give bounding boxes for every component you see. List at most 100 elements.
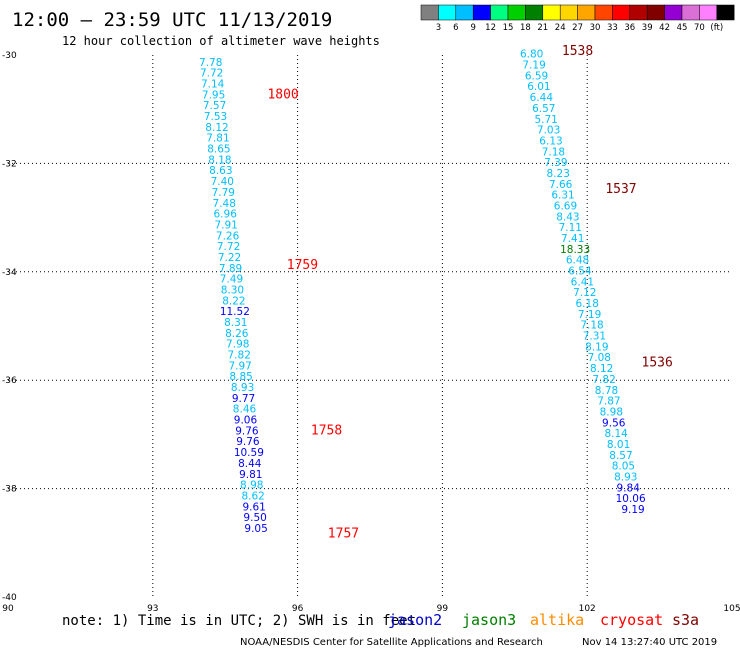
color-scale-label: 6 [453,23,458,33]
x-tick-label: 99 [437,604,449,614]
color-scale-label: 30 [590,23,601,33]
wave-height-value: 10.59 [234,447,264,459]
wave-height-value: 8.23 [547,168,570,180]
wave-height-value: 8.26 [225,328,249,340]
color-scale-label: 39 [642,23,653,33]
wave-height-value: 8.12 [590,363,613,375]
color-scale-label: 33 [607,23,618,33]
color-swatch [472,4,491,21]
wave-height-value: 9.81 [239,469,262,481]
color-scale-label: 3 [436,23,441,33]
x-tick-label: 93 [147,604,158,614]
wave-height-value: 9.56 [602,417,626,429]
wave-height-value: 9.76 [236,436,260,448]
satellite-legend-jason2: jason2 [388,611,442,629]
wave-height-value: 7.41 [561,233,584,245]
wave-height-value: 6.01 [527,81,550,93]
chart-marks: 7.787.727.147.957.577.538.127.818.658.18… [199,44,673,541]
wave-height-value: 6.80 [520,49,543,61]
wave-height-value: 6.13 [539,135,562,147]
satellite-legend-s3a: s3a [672,611,699,629]
wave-height-value: 8.57 [609,450,632,462]
wave-height-value: 7.19 [578,309,601,321]
wave-height-value: 7.18 [542,146,565,158]
wave-height-value: 10.06 [616,493,646,505]
color-swatch [420,4,439,21]
footer-note: note: 1) Time is in UTC; 2) SWH is in fe… [62,613,416,629]
time-label: 1757 [328,526,359,541]
wave-height-value: 8.14 [604,428,628,440]
footer-credit: NOAA/NESDIS Center for Satellite Applica… [240,637,543,648]
color-swatch [646,4,665,21]
y-tick-label: -34 [2,268,17,278]
wave-height-value: 5.71 [534,114,557,126]
wave-height-value: 9.50 [243,512,266,524]
satellite-legend-jason3: jason3 [462,611,516,629]
wave-height-value: 8.93 [614,471,637,483]
time-label: 1538 [562,44,593,59]
color-scale-label: 15 [503,23,514,33]
wave-height-value: 9.76 [235,425,259,437]
wave-height-value: 7.18 [580,320,603,332]
series-s3a: 6.807.196.596.016.446.575.717.036.137.18… [520,44,673,516]
color-swatch [699,4,718,21]
wave-height-value: 6.57 [532,103,555,115]
y-tick-label: -38 [2,485,17,495]
satellite-legend-cryosat: cryosat [600,611,663,629]
color-scale-label: 12 [485,23,496,33]
x-tick-label: 90 [2,604,14,614]
wave-height-value: 9.84 [617,482,641,494]
satellite-legend-altika: altika [530,611,584,629]
wave-height-value: 8.65 [207,144,230,156]
wave-height-value: 6.59 [525,70,548,82]
wave-height-value: 7.11 [559,222,582,234]
wave-height-value: 7.08 [588,352,611,364]
wave-height-value: 7.40 [211,176,234,188]
wave-height-value: 6.31 [551,190,574,202]
wave-height-value: 7.98 [226,339,249,351]
wave-height-value: 7.72 [200,68,223,80]
color-swatch [629,4,648,21]
wave-height-value: 8.98 [240,480,263,492]
color-swatch [455,4,474,21]
time-label: 1800 [267,87,298,102]
color-swatch [716,4,735,21]
color-swatch [438,4,457,21]
color-scale-label: 70 [694,23,705,33]
wave-height-value: 8.19 [585,341,608,353]
wave-height-value: 9.77 [232,393,255,405]
y-tick-label: -32 [2,159,17,169]
wave-height-value: 7.22 [218,252,241,264]
chart-subtitle: 12 hour collection of altimeter wave hei… [62,34,380,48]
wave-height-value: 8.85 [229,371,252,383]
color-scale-label: 27 [572,23,583,33]
wave-height-value: 8.12 [205,122,228,134]
wave-height-value: 6.44 [530,92,554,104]
wave-height-value: 18.33 [560,244,590,256]
wave-height-value: 6.96 [214,209,238,221]
color-swatch [490,4,509,21]
wave-height-value: 11.52 [220,306,250,318]
wave-height-value: 7.82 [228,350,251,362]
wave-height-value: 7.48 [213,198,236,210]
color-swatch [594,4,613,21]
wave-height-value: 7.97 [228,360,251,372]
wave-height-value: 7.26 [216,230,240,242]
wave-height-value: 9.06 [234,415,258,427]
wave-height-value: 7.66 [549,179,573,191]
wave-height-value: 8.63 [209,165,232,177]
y-tick-label: -36 [2,376,17,386]
color-swatch [681,4,700,21]
y-tick-label: -40 [2,593,17,603]
color-swatch [559,4,578,21]
wave-height-value: 7.79 [212,187,235,199]
color-swatch [664,4,683,21]
wave-height-value: 7.19 [522,60,545,72]
color-scale-legend: 3 6 9 12 15 18 21 24 27 30 33 36 39 42 45 70 (ft) [420,4,735,33]
y-axis-ticks: -30 -32 -34 -36 -38 -40 [2,51,17,603]
wave-height-value: 8.18 [208,154,231,166]
wave-height-value: 9.05 [244,523,267,535]
footer-timestamp: Nov 14 13:27:40 UTC 2019 [582,637,717,648]
color-swatch [525,4,544,21]
